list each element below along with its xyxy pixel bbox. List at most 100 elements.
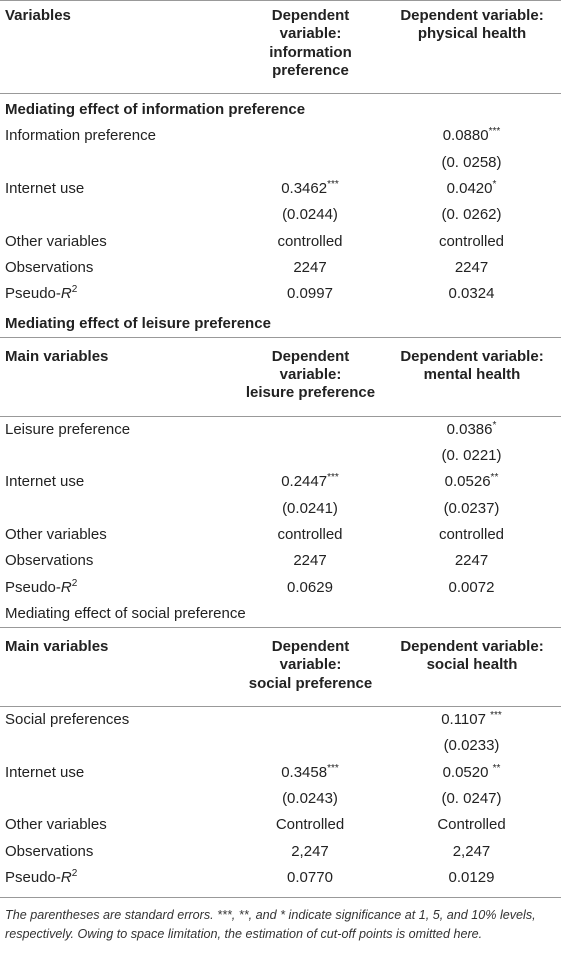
cell-line: Dependent variable: [271, 638, 350, 674]
cell-text: 2247 [454, 258, 489, 276]
cell-superscript: *** [327, 472, 339, 484]
table-cell: 0.0770 [238, 865, 382, 891]
cell-superscript: *** [327, 179, 339, 191]
cell-line: mental health [423, 366, 521, 384]
cell-line: physical health [417, 25, 527, 43]
table-cell: Observations [0, 255, 238, 281]
cell-text: 0.2447 [281, 473, 328, 491]
cell-text: 2,247 [291, 842, 329, 860]
table-cell: 0.0324 [382, 281, 561, 307]
cell-text: 2,247 [452, 842, 491, 860]
cell-text: (0.0237) [443, 499, 500, 517]
table-cell: Internet use [0, 176, 238, 202]
table-cell: 0.0386* [382, 416, 561, 443]
table-cell: 0.3458*** [238, 760, 382, 786]
table-row: Observations 2247 2247 [0, 548, 561, 574]
cell-text: 0.0629 [287, 578, 333, 596]
cell-text: 0.3462 [281, 180, 328, 198]
table-row: Observations 2247 2247 [0, 255, 561, 281]
cell-line: Dependent variable: [271, 347, 350, 384]
cell-text: 0.0420 [446, 180, 493, 198]
cell-superscript: 2 [71, 284, 78, 296]
cell-line: information [269, 43, 352, 61]
cell-superscript: * [492, 179, 497, 191]
table-cell: Pseudo-R2 [0, 575, 238, 601]
table-cell: 2247 [238, 548, 382, 574]
cell-line: Dependent variable: [400, 638, 544, 656]
cell-text: Mediating effect of social preference [5, 604, 246, 622]
table-cell: Controlled [238, 812, 382, 838]
cell-line: social preference [248, 674, 373, 692]
cell-text: 0.0526 [444, 473, 491, 491]
table-cell: controlled [382, 229, 561, 255]
cell-text: (0.0241) [282, 499, 338, 517]
table-cell: Information preference [0, 123, 238, 149]
cell-text: controlled [438, 525, 505, 543]
table-cell: Mediating effect of information preferen… [0, 94, 561, 124]
table-cell: 0.0129 [382, 865, 561, 891]
table-cell: Dependent variable: social health [382, 627, 561, 708]
table-cell: Other variables [0, 229, 238, 255]
table-cell: (0.0243) [238, 786, 382, 812]
cell-superscript: *** [327, 762, 339, 774]
table-cell: 0.0520 ** [382, 760, 561, 786]
table-row: Main variables Dependent variable: social … [0, 627, 561, 708]
cell-text: Controlled [437, 816, 506, 834]
table-cell [0, 496, 238, 522]
cell-text: (0.0244) [282, 206, 338, 224]
table-cell: Mediating effect of social preference [0, 601, 561, 628]
table-cell [238, 416, 382, 443]
table-row: Other variables Controlled Controlled [0, 812, 561, 838]
cell-text: Variables [5, 7, 71, 24]
table-row: Variables Dependent variable: information p… [0, 0, 561, 95]
cell-text: Other variables [5, 525, 107, 543]
cell-text: Main variables [5, 638, 109, 656]
cell-text: 2247 [454, 552, 489, 570]
cell-text: Internet use [5, 180, 85, 198]
table-cell: 2247 [382, 255, 561, 281]
cell-text: 0.0520 [442, 763, 493, 781]
cell-italic: R [60, 868, 72, 886]
cell-text: 0.0129 [448, 868, 495, 886]
cell-text: (0. 0221) [441, 447, 502, 465]
cell-text: Internet use [5, 473, 85, 491]
table-cell: controlled [238, 522, 382, 548]
table-row: Other variables controlled controlled [0, 522, 561, 548]
cell-text: (0. 0262) [441, 206, 502, 224]
cell-line: leisure preference [245, 384, 376, 402]
table-cell: (0.0241) [238, 496, 382, 522]
table-cell: Pseudo-R2 [0, 865, 238, 891]
table-row: (0. 0258) [0, 150, 561, 176]
table-cell: Dependent variable: leisure preference [238, 336, 382, 417]
cell-superscript: *** [488, 126, 501, 138]
cell-line: Dependent variable: [400, 347, 544, 365]
cell-line: preference [272, 61, 349, 79]
table-cell [0, 150, 238, 176]
cell-text: Pseudo- [5, 868, 61, 886]
cell-italic: R [60, 578, 72, 596]
table-cell: Main variables [0, 627, 238, 708]
table-cell: 0.0629 [238, 575, 382, 601]
cell-superscript: ** [490, 472, 499, 484]
table-row: Internet use 0.3458*** 0.0520 ** [0, 760, 561, 786]
table-cell: controlled [238, 229, 382, 255]
table-cell: Controlled [382, 812, 561, 838]
cell-text: 0.0072 [448, 578, 495, 596]
cell-line: Dependent variable: [400, 7, 544, 24]
cell-text: Controlled [275, 816, 345, 834]
cell-superscript: *** [490, 710, 502, 722]
table-cell: Observations [0, 839, 238, 865]
table-cell: 0.0072 [382, 575, 561, 601]
table-row: (0.0243) (0. 0247) [0, 786, 561, 812]
table-row: Main variables Dependent variable: leisure… [0, 336, 561, 417]
table-cell: 0.1107 *** [382, 707, 561, 734]
cell-superscript: ** [492, 762, 501, 774]
cell-text: 0.0770 [287, 868, 333, 886]
cell-text: 0.0324 [448, 285, 495, 303]
cell-line: social health [426, 656, 518, 674]
table-cell: (0.0244) [238, 202, 382, 228]
table-cell: 0.0526** [382, 469, 561, 495]
cell-text: 0.0386 [446, 420, 493, 438]
table-cell: Other variables [0, 812, 238, 838]
table-row: Observations 2,247 2,247 [0, 839, 561, 865]
